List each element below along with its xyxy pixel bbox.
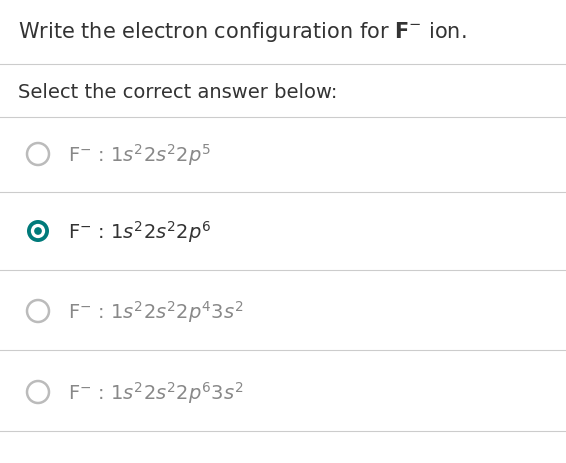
Circle shape xyxy=(31,225,45,238)
Text: Select the correct answer below:: Select the correct answer below: xyxy=(18,82,337,101)
Text: $\mathrm{F}^{-}$ : $1s^{2}2s^{2}2p^{6}$: $\mathrm{F}^{-}$ : $1s^{2}2s^{2}2p^{6}$ xyxy=(68,219,211,244)
Circle shape xyxy=(27,300,49,322)
Text: $\mathrm{F}^{-}$ : $1s^{2}2s^{2}2p^{4}3s^{2}$: $\mathrm{F}^{-}$ : $1s^{2}2s^{2}2p^{4}3s… xyxy=(68,299,243,324)
Circle shape xyxy=(27,144,49,166)
Text: Write the electron configuration for $\mathbf{F}^{-}$ ion.: Write the electron configuration for $\m… xyxy=(18,20,466,44)
Text: $\mathrm{F}^{-}$ : $1s^{2}2s^{2}2p^{5}$: $\mathrm{F}^{-}$ : $1s^{2}2s^{2}2p^{5}$ xyxy=(68,142,211,168)
Circle shape xyxy=(27,381,49,403)
Circle shape xyxy=(27,220,49,243)
Circle shape xyxy=(34,228,42,235)
Text: $\mathrm{F}^{-}$ : $1s^{2}2s^{2}2p^{6}3s^{2}$: $\mathrm{F}^{-}$ : $1s^{2}2s^{2}2p^{6}3s… xyxy=(68,379,243,405)
